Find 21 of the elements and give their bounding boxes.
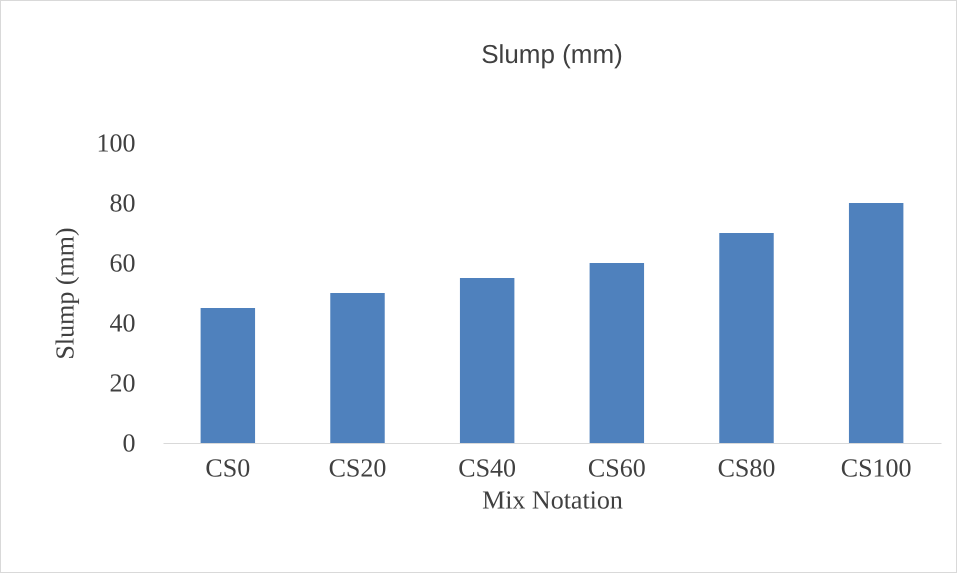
x-tick-label: CS20 bbox=[328, 454, 386, 482]
y-axis-title: Slump (mm) bbox=[50, 227, 80, 360]
x-tick-label: CS60 bbox=[588, 454, 646, 482]
y-tick-label: 60 bbox=[110, 248, 136, 278]
y-tick-label: 20 bbox=[110, 368, 136, 398]
y-tick-label: 0 bbox=[122, 428, 136, 458]
bar bbox=[200, 308, 256, 443]
bar bbox=[590, 263, 644, 443]
bar bbox=[460, 278, 514, 443]
bar bbox=[330, 293, 385, 443]
x-axis-title: Mix Notation bbox=[482, 486, 623, 514]
x-tick-label: CS40 bbox=[458, 454, 516, 482]
x-tick-label: CS80 bbox=[718, 454, 776, 482]
bar bbox=[719, 233, 774, 443]
chart-title: Slump (mm) bbox=[481, 39, 623, 69]
x-tick-label: CS0 bbox=[205, 454, 250, 482]
y-tick-label: 100 bbox=[96, 128, 136, 158]
bar bbox=[848, 203, 904, 443]
y-tick-label: 40 bbox=[110, 308, 136, 338]
y-tick-label: 80 bbox=[110, 188, 136, 218]
x-tick-label: CS100 bbox=[840, 454, 912, 482]
